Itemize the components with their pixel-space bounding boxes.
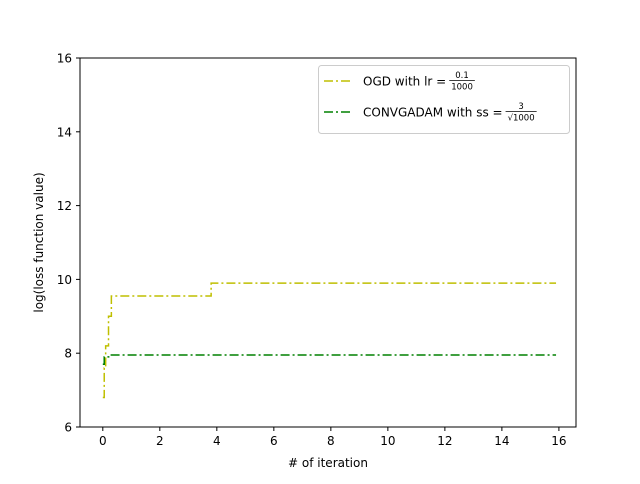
x-axis-label: # of iteration (288, 456, 368, 470)
y-tick-label: 10 (57, 273, 72, 287)
legend-fraction-numerator: 0.1 (455, 71, 469, 81)
legend: OGD with lr = 0.1 1000 CONVGADAM with ss =… (318, 65, 570, 134)
axes: 0 2 4 6 8 10 12 14 16 6 8 10 12 14 16 (57, 52, 577, 448)
y-tick-label: 8 (64, 347, 72, 361)
y-tick-label: 12 (57, 199, 72, 213)
legend-fraction-denominator: 1000 (451, 83, 473, 93)
y-tick-label: 6 (64, 421, 72, 435)
series-line-0 (102, 282, 557, 399)
x-tick-label: 12 (437, 434, 452, 448)
x-tick-label: 10 (380, 434, 395, 448)
legend-box (318, 65, 570, 134)
plot-area (102, 282, 557, 399)
legend-label-1: CONVGADAM with ss = (363, 106, 503, 120)
y-tick-label: 16 (57, 52, 72, 66)
axes-frame (79, 57, 577, 428)
y-tick-label: 14 (57, 125, 72, 139)
x-tick-label: 8 (327, 434, 335, 448)
legend-fraction-numerator: 3 (518, 102, 523, 112)
x-tick-label: 6 (270, 434, 278, 448)
x-tick-label: 2 (156, 434, 164, 448)
y-axis-label: log(loss function value) (32, 172, 46, 312)
x-tick-label: 14 (494, 434, 509, 448)
x-tick-label: 4 (213, 434, 221, 448)
legend-fraction-denominator: √1000 (508, 114, 535, 124)
x-tick-label: 0 (99, 434, 107, 448)
legend-label-0: OGD with lr = (363, 75, 446, 89)
x-tick-label: 16 (551, 434, 566, 448)
series-line-1 (102, 354, 557, 366)
